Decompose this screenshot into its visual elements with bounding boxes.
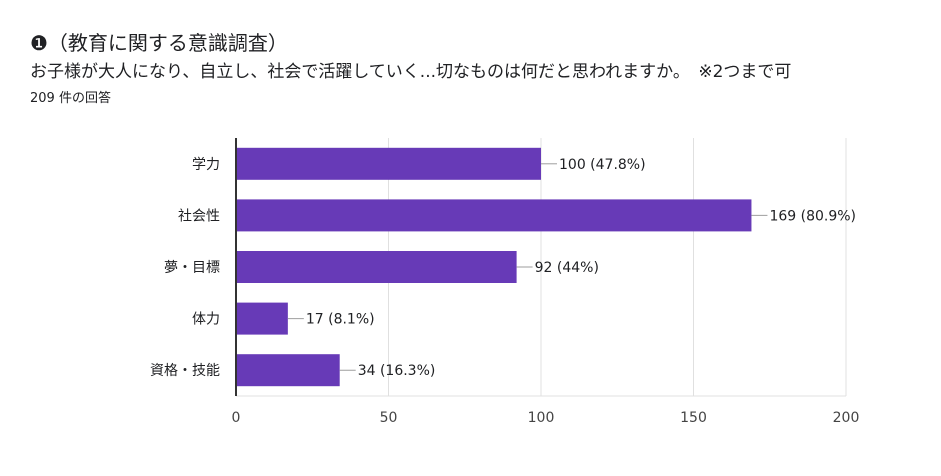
category-label: 体力 [192,312,220,328]
response-count: 209 件の回答 [30,91,111,106]
category-label: 夢・目標 [164,260,220,276]
question-header: ❶（教育に関する意識調査） お子様が大人になり、自立し、社会で活躍していく...… [30,30,791,108]
bar [236,354,340,387]
x-tick-label: 0 [232,410,241,426]
data-label: 169 (80.9%) [769,208,856,224]
bar [236,302,288,335]
question-text: お子様が大人になり、自立し、社会で活躍していく...切なものは何だと思われますか… [30,62,792,82]
survey-title: ❶（教育に関する意識調査） [30,31,288,55]
data-label: 92 (44%) [535,260,599,276]
x-tick-label: 100 [528,410,555,426]
x-tick-label: 200 [833,410,860,426]
bar [236,251,517,283]
data-label: 100 (47.8%) [559,157,646,173]
x-tick-label: 50 [380,410,398,426]
bar [236,199,752,232]
x-tick-label: 150 [680,410,707,426]
category-label: 学力 [192,157,220,173]
data-label: 17 (8.1%) [306,312,375,328]
category-label: 社会性 [178,208,220,224]
category-label: 資格・技能 [150,363,220,379]
bar [236,147,541,180]
data-label: 34 (16.3%) [358,363,436,379]
